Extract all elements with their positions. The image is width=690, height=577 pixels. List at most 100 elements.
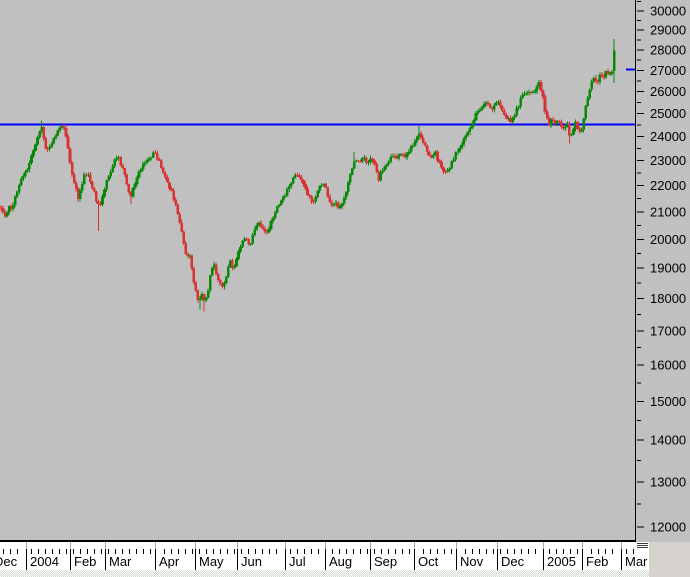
- x-axis-minor-tick: [577, 549, 578, 554]
- chart-plot-area[interactable]: [0, 0, 636, 542]
- month-separator: [285, 549, 286, 570]
- x-axis-minor-tick: [290, 549, 291, 554]
- x-axis-minor-tick: [87, 549, 88, 554]
- x-axis-minor-tick: [94, 549, 95, 554]
- horizontal-scroll-strip[interactable]: [0, 542, 649, 549]
- x-axis-minor-tick: [3, 549, 4, 554]
- month-separator-faint: [456, 542, 457, 549]
- x-axis-minor-tick: [500, 549, 501, 554]
- x-axis-month-label: Jul: [289, 554, 306, 569]
- x-axis-minor-tick: [423, 549, 424, 554]
- x-axis-month-label: Sep: [374, 554, 398, 569]
- month-separator: [414, 549, 415, 570]
- x-axis-minor-tick: [563, 549, 564, 554]
- month-separator-faint: [582, 542, 583, 549]
- month-separator-faint: [497, 542, 498, 549]
- x-axis-minor-tick: [360, 549, 361, 554]
- x-axis-minor-tick: [318, 549, 319, 554]
- x-axis-minor-tick: [311, 549, 312, 554]
- x-axis-minor-tick: [626, 549, 627, 554]
- x-axis-minor-tick: [276, 549, 277, 554]
- x-axis-month-label: Dec: [0, 554, 18, 569]
- x-axis-minor-tick: [248, 549, 249, 554]
- x-axis-minor-tick: [374, 549, 375, 554]
- x-axis-minor-tick: [402, 549, 403, 554]
- x-axis-minor-tick: [129, 549, 130, 554]
- x-axis-minor-tick: [17, 549, 18, 554]
- x-axis-minor-tick: [444, 549, 445, 554]
- month-separator: [497, 549, 498, 570]
- month-separator: [543, 549, 544, 570]
- x-axis-minor-tick: [451, 549, 452, 554]
- month-separator-faint: [105, 542, 106, 549]
- month-separator-faint: [70, 542, 71, 549]
- candlestick-series: [0, 38, 616, 312]
- month-separator: [195, 549, 196, 570]
- month-separator-faint: [325, 542, 326, 549]
- month-separator-faint: [237, 542, 238, 549]
- month-separator: [456, 549, 457, 570]
- x-axis-month-label: Mar: [625, 554, 648, 569]
- month-separator-faint: [285, 542, 286, 549]
- x-axis-month-label: 2005: [547, 554, 576, 569]
- month-separator-faint: [414, 542, 415, 549]
- month-separator-faint: [621, 542, 622, 549]
- x-axis-minor-tick: [353, 549, 354, 554]
- y-axis-label: 12000: [650, 520, 686, 535]
- month-separator: [26, 549, 27, 570]
- x-axis-minor-tick: [150, 549, 151, 554]
- price-axis[interactable]: 30000 29000 28000 27000 26000 25000 24000 23000…: [637, 0, 690, 542]
- splitter-grip-icon[interactable]: [637, 543, 648, 548]
- x-axis-month-label: Nov: [460, 554, 484, 569]
- y-axis-label: 19000: [650, 261, 686, 276]
- y-axis-label: 27000: [650, 63, 686, 78]
- y-axis-label: 15000: [650, 394, 686, 409]
- x-axis-minor-tick: [297, 549, 298, 554]
- x-axis-minor-tick: [220, 549, 221, 554]
- date-axis[interactable]: Dec 2004 Feb Mar Apr May Jun Jul Aug Sep Oct Nov Dec…: [0, 549, 649, 570]
- x-axis-minor-tick: [535, 549, 536, 554]
- support-level-line[interactable]: [0, 123, 635, 126]
- x-axis-minor-tick: [115, 549, 116, 554]
- y-axis-label: 16000: [650, 358, 686, 373]
- x-axis-minor-tick: [598, 549, 599, 554]
- x-axis-minor-tick: [143, 549, 144, 554]
- y-axis-label: 25000: [650, 106, 686, 121]
- month-separator-faint: [543, 542, 544, 549]
- x-axis-minor-tick: [234, 549, 235, 554]
- y-axis-label: 13000: [650, 474, 686, 489]
- x-axis-minor-tick: [73, 549, 74, 554]
- x-axis-minor-tick: [409, 549, 410, 554]
- x-axis-month-label: May: [199, 554, 224, 569]
- bottom-right-corner-filler: [649, 542, 690, 577]
- x-axis-minor-tick: [430, 549, 431, 554]
- x-axis-minor-tick: [213, 549, 214, 554]
- x-axis-minor-tick: [101, 549, 102, 554]
- month-separator-faint: [370, 542, 371, 549]
- x-axis-minor-tick: [108, 549, 109, 554]
- x-axis-minor-tick: [507, 549, 508, 554]
- x-axis-minor-tick: [570, 549, 571, 554]
- month-separator-faint: [26, 542, 27, 549]
- y-axis-label: 26000: [650, 84, 686, 99]
- x-axis-minor-tick: [437, 549, 438, 554]
- candlestick-chart-canvas[interactable]: [0, 0, 635, 540]
- y-axis-label: 28000: [650, 42, 686, 57]
- y-axis-label: 24000: [650, 129, 686, 144]
- x-axis-minor-tick: [556, 549, 557, 554]
- x-axis-minor-tick: [332, 549, 333, 554]
- x-axis-month-label: Aug: [329, 554, 353, 569]
- month-separator: [582, 549, 583, 570]
- y-axis-label: 30000: [650, 4, 686, 19]
- x-axis-minor-tick: [521, 549, 522, 554]
- y-axis-label: 22000: [650, 178, 686, 193]
- month-separator: [370, 549, 371, 570]
- x-axis-month-label: Jun: [241, 554, 262, 569]
- x-axis-minor-tick: [192, 549, 193, 554]
- month-separator-faint: [155, 542, 156, 549]
- x-axis-minor-tick: [486, 549, 487, 554]
- x-axis-minor-tick: [549, 549, 550, 554]
- y-axis-label: 29000: [650, 23, 686, 38]
- x-axis-minor-tick: [493, 549, 494, 554]
